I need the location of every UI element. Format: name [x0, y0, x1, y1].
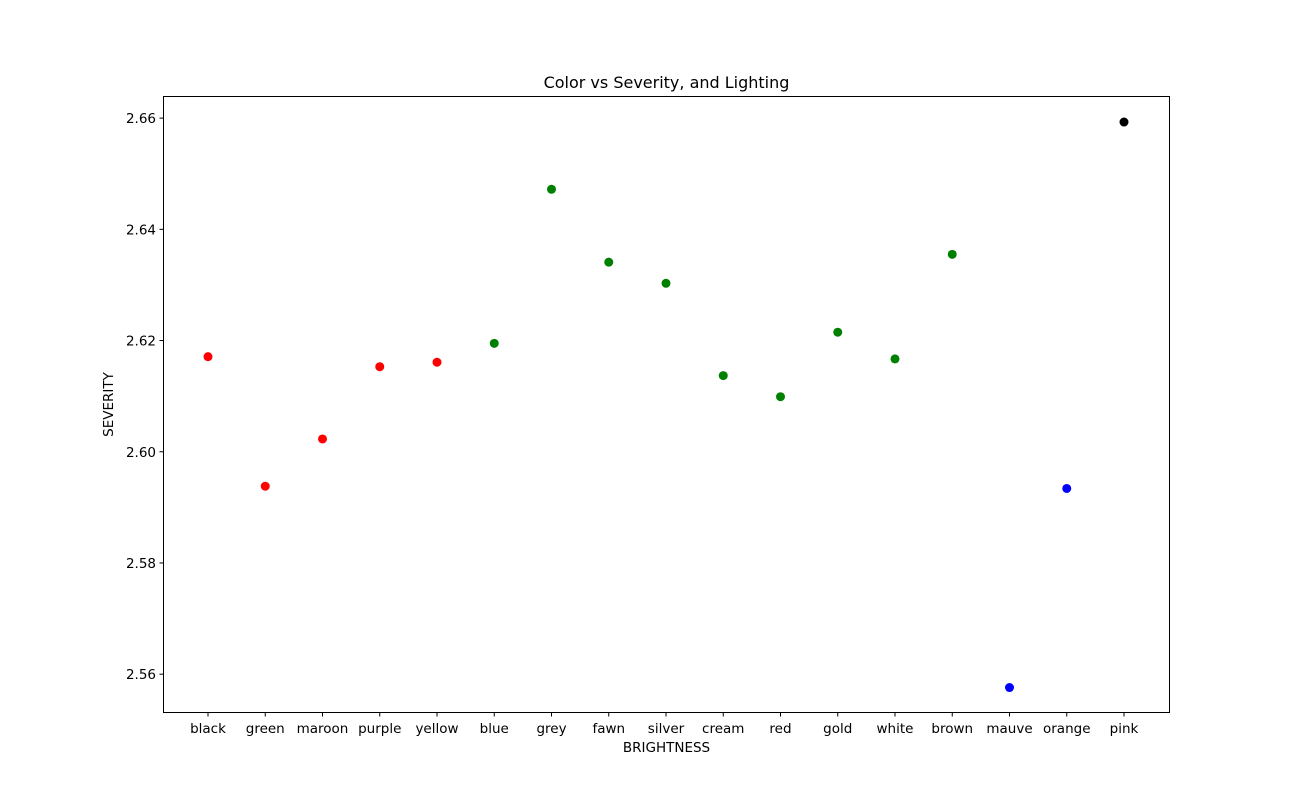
data-point-pink [1119, 117, 1129, 127]
y-tick-label: 2.60 [126, 445, 156, 461]
data-point-red [776, 392, 785, 402]
plot-frame [163, 96, 1170, 713]
x-tick-label: maroon [297, 721, 349, 737]
x-axis-label: BRIGHTNESS [623, 740, 710, 756]
y-tick-label: 2.58 [126, 556, 156, 572]
y-tick-label: 2.64 [126, 222, 156, 238]
data-point-blue [489, 338, 499, 348]
y-axis-label: SEVERITY [101, 371, 117, 436]
x-tick-label: blue [480, 721, 509, 737]
x-tick-label: green [246, 721, 285, 737]
data-point-grey [547, 184, 556, 194]
x-tick-label: yellow [415, 721, 458, 737]
data-points [203, 117, 1129, 693]
data-point-cream [718, 371, 728, 381]
data-point-brown [947, 249, 957, 259]
data-point-purple [375, 362, 385, 372]
x-tick-label: gold [823, 721, 852, 737]
x-tick-label: fawn [592, 721, 625, 737]
x-tick-label: white [877, 721, 914, 737]
x-tick-label: mauve [986, 721, 1032, 737]
x-tick-label: red [769, 721, 791, 737]
data-point-orange [1062, 483, 1072, 493]
x-tick-label: silver [648, 721, 685, 737]
data-point-silver [661, 278, 671, 288]
y-tick-label: 2.62 [126, 334, 156, 350]
x-axis-ticks: black green maroon purple yellow blue grey fawn… [190, 712, 1139, 737]
y-tick-label: 2.56 [126, 667, 156, 683]
x-tick-label: cream [702, 721, 744, 737]
chart-title: Color vs Severity, and Lighting [544, 73, 790, 92]
data-point-fawn [604, 257, 614, 267]
data-point-maroon [318, 434, 327, 444]
x-tick-label: grey [536, 721, 566, 737]
data-point-white [890, 354, 900, 364]
data-point-yellow [432, 357, 442, 367]
x-tick-label: pink [1110, 721, 1139, 737]
data-point-black [203, 352, 213, 362]
data-point-gold [833, 327, 843, 337]
data-point-green [260, 481, 270, 491]
data-point-mauve [1005, 683, 1014, 693]
x-tick-label: orange [1043, 721, 1091, 737]
x-tick-label: black [190, 721, 226, 737]
x-tick-label: purple [358, 721, 401, 737]
y-axis-ticks: 2.56 2.58 2.60 2.62 2.64 2.66 [126, 111, 164, 683]
x-tick-label: brown [931, 721, 973, 737]
y-tick-label: 2.66 [126, 111, 156, 127]
